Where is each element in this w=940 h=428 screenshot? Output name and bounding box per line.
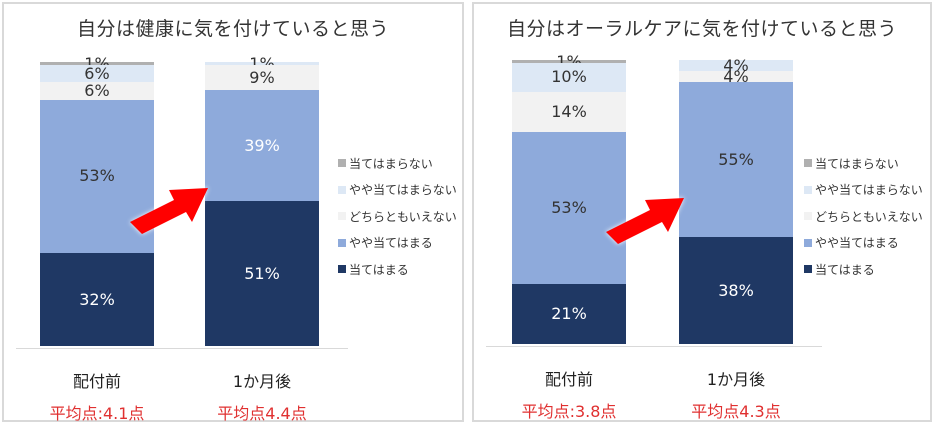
legend-item: 当てはまらない — [338, 150, 457, 177]
legend-item: やや当てはまる — [804, 230, 923, 257]
category-label-before: 配付前 — [544, 370, 593, 389]
data-label: 32% — [79, 289, 115, 309]
legend-label: どちらともいえない — [815, 209, 923, 224]
red-arrow-icon — [130, 188, 208, 234]
bar-after: 1% 9% 39% 51% — [205, 56, 319, 346]
average-score-before: 平均点:3.8点 — [521, 402, 617, 421]
average-score-before: 平均点:4.1点 — [49, 404, 145, 423]
data-label: 10% — [551, 67, 587, 87]
bar-segment: 6% — [40, 80, 154, 100]
bar-before: 1% 6% 6% 53% 32% — [40, 56, 154, 346]
data-label: 53% — [551, 197, 587, 217]
legend-swatch-icon — [338, 212, 346, 221]
data-label: 6% — [84, 63, 110, 83]
average-score-after: 平均点4.4点 — [217, 404, 307, 423]
data-label: 9% — [249, 67, 275, 87]
legend-item: 当てはまらない — [804, 150, 923, 177]
average-score-after: 平均点4.3点 — [691, 402, 781, 421]
chart-title: 自分は健康に気を付けていると思う — [76, 18, 389, 40]
legend-label: やや当てはまる — [349, 236, 433, 251]
bar-segment: 10% — [512, 62, 626, 92]
data-label: 55% — [718, 149, 754, 169]
bar-segment: 21% — [512, 283, 626, 344]
legend-swatch-icon — [338, 185, 346, 194]
red-arrow-icon — [606, 198, 684, 244]
legend-label: 当てはまらない — [349, 156, 433, 171]
legend-item: やや当てはまらない — [804, 177, 923, 204]
x-axis-line — [16, 348, 348, 349]
legend-label: やや当てはまらない — [349, 183, 457, 198]
legend-item: どちらともいえない — [804, 203, 923, 230]
bar-segment: 32% — [40, 253, 154, 346]
bar-segment: 4% — [679, 55, 793, 75]
data-label: 21% — [551, 303, 587, 323]
bar-after: 4% 4% 55% 38% — [679, 55, 793, 344]
data-label: 51% — [244, 263, 280, 283]
legend-swatch-icon — [338, 159, 346, 168]
legend-item: どちらともいえない — [338, 203, 457, 230]
chart-panel-oral-care: 自分はオーラルケアに気を付けていると思う 1% 10% 14% 53% 21% 4% 4%… — [472, 2, 932, 422]
legend-swatch-icon — [338, 238, 346, 247]
data-label: 53% — [79, 166, 115, 186]
legend-label: やや当てはまる — [815, 236, 899, 251]
chart-title: 自分はオーラルケアに気を付けていると思う — [506, 18, 897, 40]
bar-segment: 6% — [40, 63, 154, 83]
data-label: 14% — [551, 101, 587, 121]
legend-item: 当てはまる — [338, 256, 457, 283]
x-axis-line — [486, 346, 822, 347]
legend-item: やや当てはまる — [338, 230, 457, 257]
legend-swatch-icon — [804, 212, 812, 221]
bar-segment: 55% — [679, 82, 793, 238]
legend-label: やや当てはまらない — [815, 183, 923, 198]
legend-label: 当てはまる — [815, 262, 875, 277]
legend-swatch-icon — [804, 265, 812, 274]
legend-swatch-icon — [804, 159, 812, 168]
data-label: 6% — [84, 80, 110, 100]
data-label: 38% — [718, 280, 754, 300]
legend-label: 当てはまる — [349, 262, 409, 277]
legend-item: 当てはまる — [804, 256, 923, 283]
legend-swatch-icon — [804, 238, 812, 247]
legend: 当てはまらないやや当てはまらない どちらともいえない やや当てはまる 当てはまる — [338, 150, 457, 283]
category-label-after: 1か月後 — [706, 370, 766, 389]
bar-segment: 9% — [205, 64, 319, 91]
legend: 当てはまらないやや当てはまらない どちらともいえない やや当てはまる 当てはまる — [804, 150, 923, 283]
chart-panel-health: 自分は健康に気を付けていると思う 1% 6% 6% 53% 32% 1% 9% 39% 51%… — [2, 2, 464, 423]
data-label: 39% — [244, 135, 280, 155]
bar-segment: 4% — [679, 66, 793, 86]
bar-segment: 14% — [512, 91, 626, 132]
category-label-after: 1か月後 — [232, 372, 292, 391]
legend-swatch-icon — [804, 185, 812, 194]
bar-segment: 53% — [512, 131, 626, 284]
bar-segment: 38% — [679, 237, 793, 344]
legend-label: どちらともいえない — [349, 209, 457, 224]
data-label: 4% — [723, 55, 749, 75]
legend-swatch-icon — [338, 265, 346, 274]
legend-item: やや当てはまらない — [338, 177, 457, 204]
bar-segment: 53% — [40, 99, 154, 254]
bar-segment: 39% — [205, 90, 319, 202]
bar-before: 1% 10% 14% 53% 21% — [512, 54, 626, 344]
bar-segment: 51% — [205, 201, 319, 346]
data-label: 4% — [723, 66, 749, 86]
legend-label: 当てはまらない — [815, 156, 899, 171]
category-label-before: 配付前 — [72, 372, 121, 391]
